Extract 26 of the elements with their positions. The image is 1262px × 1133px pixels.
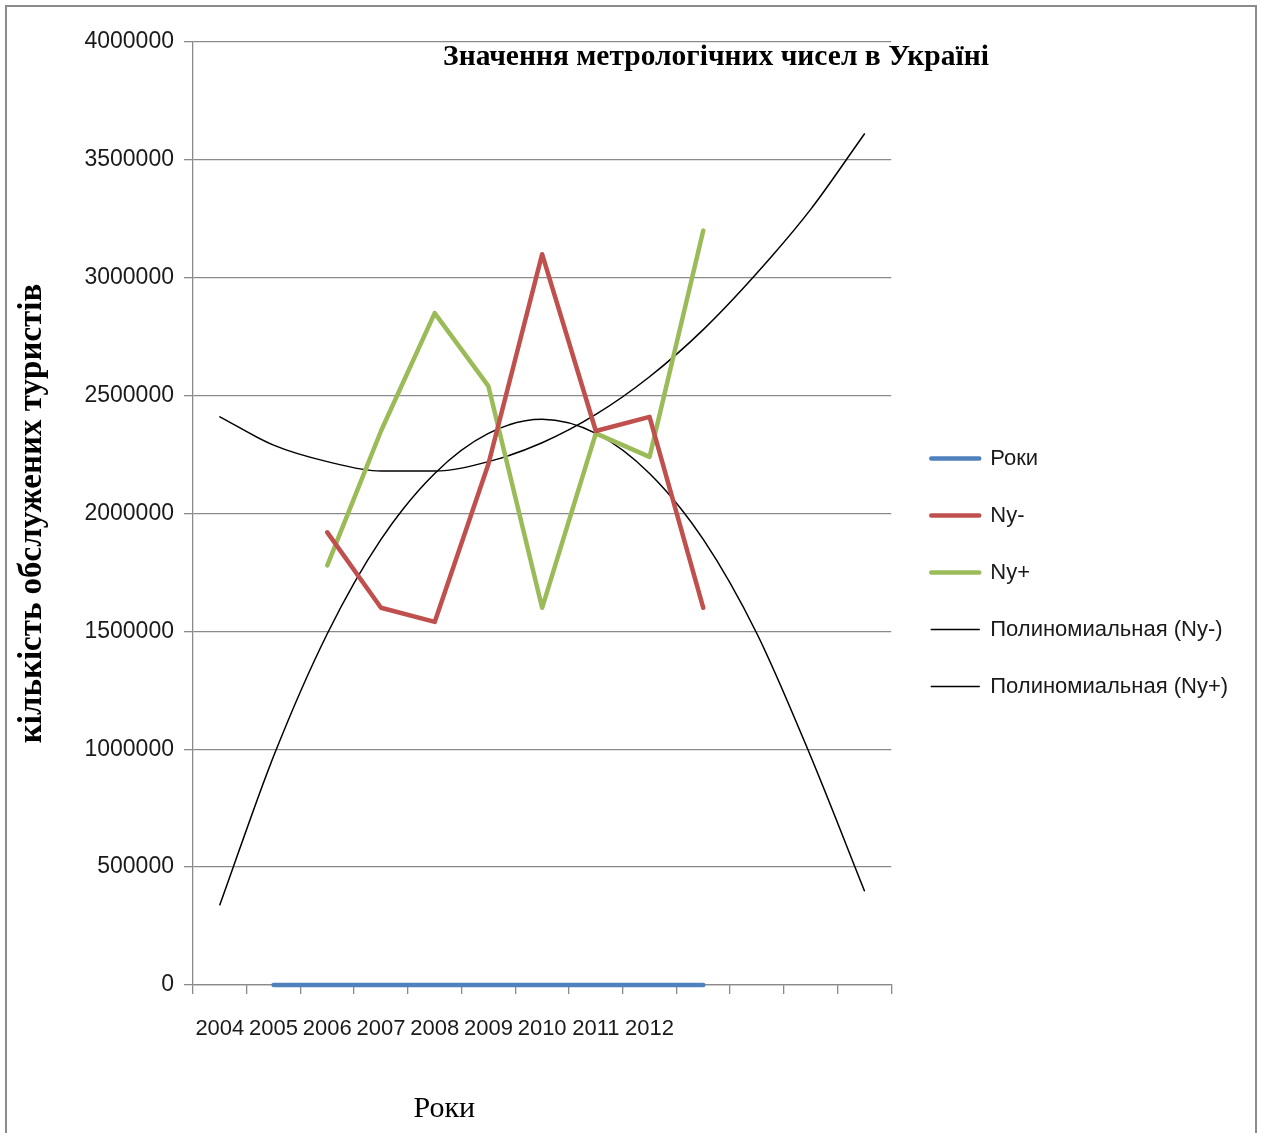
x-tick-label: 2011 — [572, 1015, 620, 1041]
x-axis-title: Роки — [413, 1089, 476, 1123]
y-tick-label: 2000000 — [84, 498, 174, 525]
legend-label: Ny- — [990, 501, 1025, 527]
legend-label: Полиномиальная (Ny+) — [990, 672, 1229, 698]
chart-title: Значення метрологічних чисел в Україні — [443, 38, 989, 71]
y-tick-label: 0 — [161, 970, 174, 997]
x-tick-label: 2004 — [195, 1015, 245, 1041]
x-tick-label: 2009 — [463, 1015, 513, 1041]
x-tick-label: 2008 — [410, 1015, 460, 1041]
x-tick-label: 2012 — [625, 1015, 675, 1041]
y-tick-label: 500000 — [97, 852, 174, 879]
y-tick-label: 4000000 — [84, 27, 174, 54]
legend-label: Полиномиальная (Ny-) — [990, 615, 1223, 641]
x-tick-label: 2005 — [249, 1015, 299, 1041]
legend-label: Роки — [990, 444, 1039, 470]
x-tick-label: 2006 — [302, 1015, 352, 1041]
x-tick-label: 2007 — [356, 1015, 406, 1041]
legend-label: Ny+ — [990, 558, 1030, 584]
y-axis-title: кількість обслужених туристів — [12, 283, 49, 744]
x-tick-label: 2010 — [517, 1015, 567, 1041]
y-tick-label: 1500000 — [84, 616, 174, 643]
y-tick-label: 3500000 — [84, 145, 174, 172]
y-tick-label: 2500000 — [84, 380, 174, 407]
y-tick-label: 1000000 — [84, 734, 174, 761]
y-tick-label: 3000000 — [84, 263, 174, 290]
